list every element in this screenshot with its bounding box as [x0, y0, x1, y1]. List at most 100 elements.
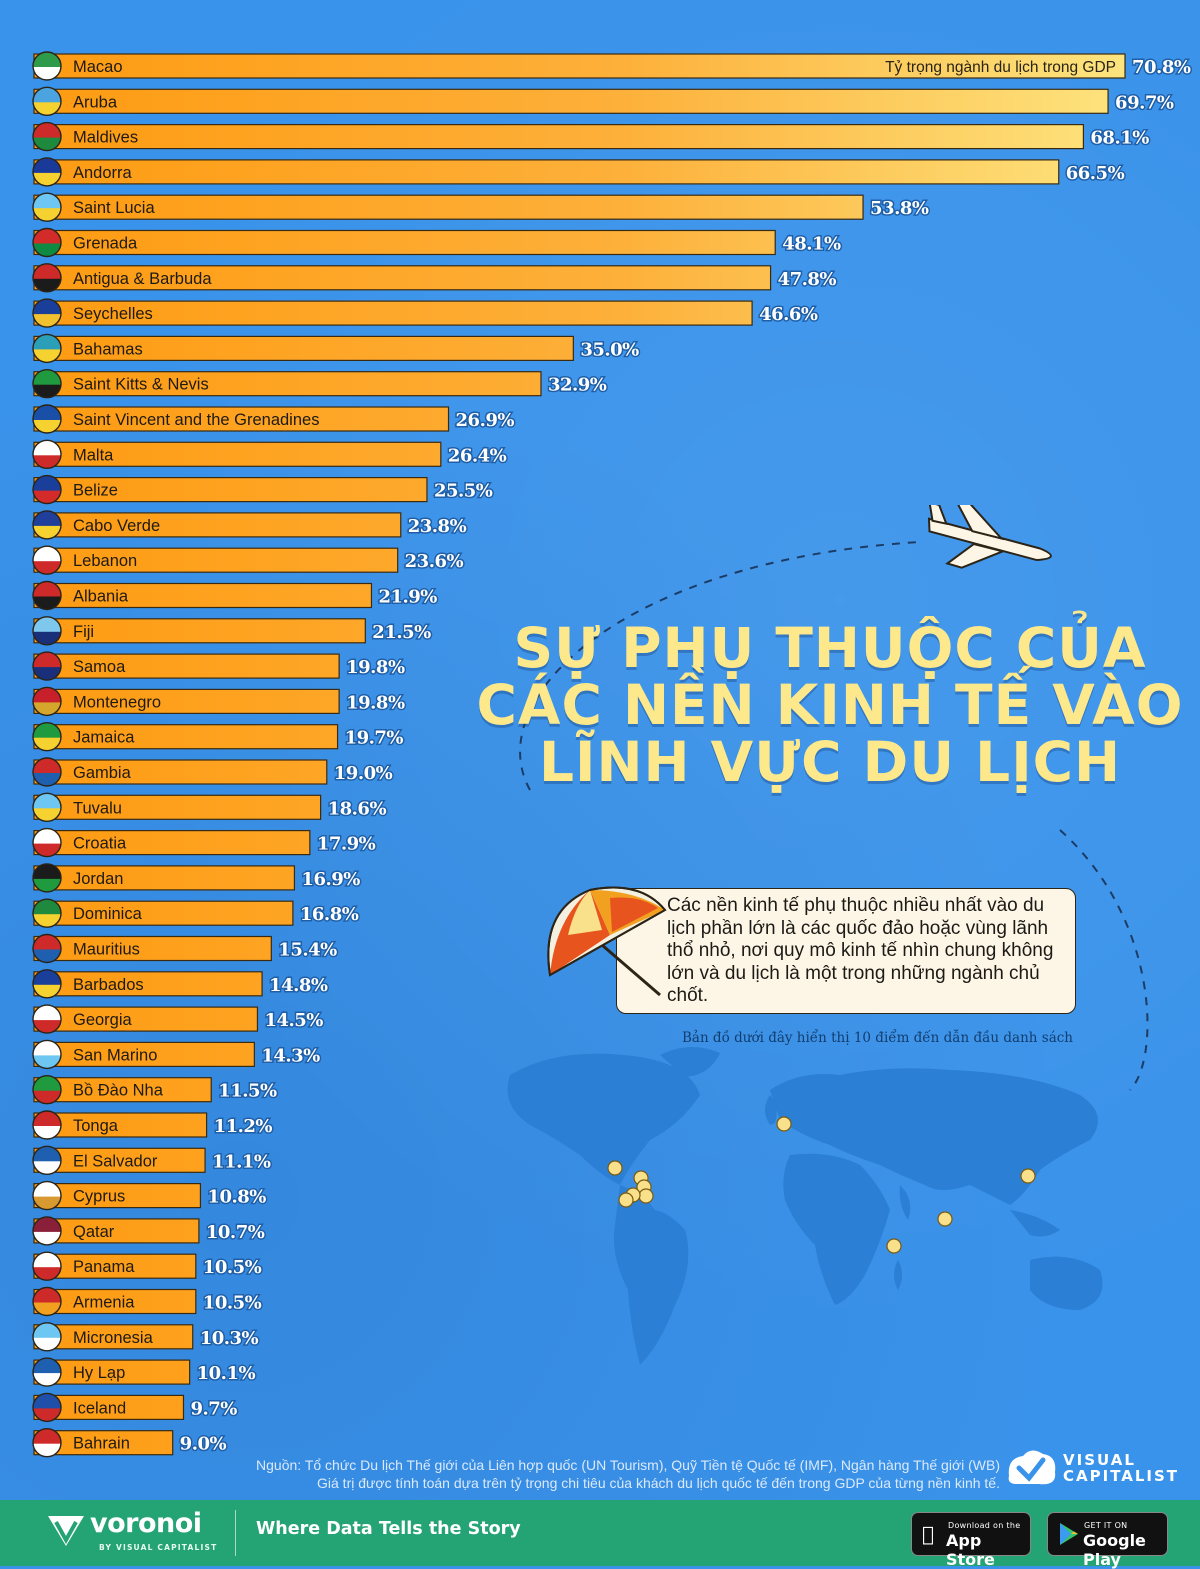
- note-box: Các nền kinh tế phụ thuộc nhiều nhất vào…: [616, 888, 1076, 1014]
- bar: [33, 1077, 212, 1103]
- country-label: Bahamas: [73, 340, 143, 358]
- vc-line-1: VISUAL: [1063, 1451, 1136, 1469]
- value-label: 25.5%: [434, 481, 493, 502]
- flag-ring: [32, 898, 62, 928]
- flag-icon: [33, 228, 61, 257]
- flag-icon: [33, 687, 61, 716]
- bar: [33, 653, 340, 679]
- visual-capitalist-logo: VISUAL CAPITALIST: [1003, 1446, 1193, 1492]
- flag-ring: [32, 510, 62, 540]
- bar-row: Gambia 19.0%: [32, 757, 395, 787]
- country-label: El Salvador: [73, 1152, 158, 1170]
- flag-ring: [32, 863, 62, 893]
- value-label: 10.3%: [200, 1328, 259, 1349]
- flag-icon: [33, 1075, 61, 1104]
- value-label: 68.1%: [1090, 128, 1149, 149]
- flag-ring: [32, 1251, 62, 1281]
- flag-icon: [33, 52, 61, 80]
- bar-row: Jordan 16.9%: [32, 863, 362, 893]
- value-label: 14.8%: [269, 975, 328, 996]
- bar-row: El Salvador 11.1%: [32, 1145, 273, 1176]
- country-label: Samoa: [73, 658, 126, 676]
- bar-row: Dominica 16.8%: [32, 898, 361, 928]
- measure-label: Tỷ trọng ngành du lịch trong GDP: [885, 59, 1116, 76]
- bar-row: Macao 70.8% Tỷ trọng ngành du lịch trong G…: [32, 51, 1193, 81]
- bar: [33, 371, 542, 397]
- bar-row: Bồ Đào Nha 11.5%: [32, 1074, 279, 1105]
- bar-chart: Macao 70.8% Tỷ trọng ngành du lịch trong G…: [32, 51, 1193, 1458]
- bar: [33, 88, 1109, 114]
- title-line-3: LĨNH VỰC DU LỊCH: [538, 730, 1122, 794]
- google-play-button[interactable]: GET IT ON Google Play: [1047, 1512, 1168, 1569]
- country-label: Mauritius: [73, 941, 140, 959]
- bar-row: Malta 26.4%: [32, 439, 509, 469]
- country-label: Seychelles: [73, 305, 153, 323]
- bar-row: Andorra 66.5%: [32, 157, 1127, 187]
- country-label: Iceland: [73, 1399, 126, 1417]
- flag-icon: [33, 1111, 61, 1139]
- apple-icon: : [922, 1522, 934, 1546]
- flag-icon: [33, 263, 61, 292]
- bar-row: Lebanon 23.6%: [32, 545, 466, 575]
- value-label: 23.6%: [405, 551, 464, 572]
- bar-row: Saint Vincent and the Grenadines 26.9%: [32, 404, 516, 434]
- flag-ring: [32, 1216, 62, 1246]
- flag-ring: [32, 1286, 62, 1317]
- flag-ring: [32, 580, 62, 611]
- bar: [33, 229, 776, 256]
- app-store-button[interactable]:  Download on the App Store: [911, 1512, 1031, 1569]
- value-label: 19.0%: [334, 763, 393, 784]
- flag-ring: [32, 227, 62, 258]
- value-label: 70.8%: [1132, 57, 1191, 78]
- value-label: 47.8%: [778, 269, 837, 290]
- flag-ring: [32, 192, 62, 222]
- flag-ring: [32, 474, 62, 505]
- value-label: 26.9%: [456, 410, 515, 431]
- value-label: 11.2%: [214, 1116, 273, 1137]
- value-label: 35.0%: [580, 339, 639, 360]
- source-line-2: Giá trị được tính toán dựa trên tỷ trọng…: [317, 1475, 1000, 1491]
- map-caption: Bản đồ dưới đây hiển thị 10 điểm đến dẫn…: [681, 1030, 1073, 1046]
- bar-row: Antigua & Barbuda 47.8%: [32, 263, 838, 293]
- country-label: Cyprus: [73, 1188, 125, 1206]
- bar: [33, 265, 772, 291]
- bar: [33, 159, 1060, 185]
- flag-icon: [33, 405, 61, 433]
- bar-row: Cabo Verde 23.8%: [32, 510, 469, 540]
- value-label: 53.8%: [870, 198, 929, 219]
- flag-icon: [33, 1322, 61, 1351]
- airplane-icon: [927, 505, 1052, 569]
- flag-icon: [33, 1358, 61, 1387]
- bar-row: Micronesia 10.3%: [32, 1322, 261, 1352]
- flight-path-decoration: [519, 541, 1149, 1091]
- value-label: 9.7%: [190, 1398, 237, 1419]
- flag-ring: [32, 298, 62, 328]
- value-label: 46.6%: [759, 304, 818, 325]
- bar-row: Seychelles 46.6%: [32, 298, 820, 328]
- flag-icon: [33, 193, 61, 222]
- bar: [33, 794, 322, 820]
- value-label: 10.7%: [206, 1222, 265, 1243]
- bar-row: Samoa 19.8%: [32, 651, 407, 681]
- footer: voronoi BY VISUAL CAPITALIST Where Data …: [0, 1500, 1200, 1569]
- country-label: Bồ Đào Nha: [73, 1082, 164, 1100]
- flag-icon: [33, 969, 61, 998]
- flag-ring: [32, 1427, 62, 1458]
- flag-ring: [32, 1004, 62, 1034]
- country-label: Antigua & Barbuda: [73, 270, 212, 288]
- bar-row: Cyprus 10.8%: [32, 1180, 268, 1211]
- flag-ring: [32, 933, 62, 964]
- flag-icon: [33, 828, 61, 857]
- flag-icon: [33, 334, 61, 363]
- flag-ring: [32, 1357, 62, 1387]
- country-label: Dominica: [73, 905, 143, 923]
- flag-icon: [33, 652, 61, 681]
- country-label: Aruba: [73, 93, 118, 111]
- value-label: 16.8%: [300, 904, 359, 925]
- value-label: 11.5%: [218, 1081, 277, 1102]
- country-label: Panama: [73, 1258, 135, 1276]
- flag-icon: [33, 1393, 61, 1422]
- world-map: [507, 1046, 1103, 1365]
- flag-icon: [33, 87, 61, 116]
- value-label: 11.1%: [212, 1151, 271, 1172]
